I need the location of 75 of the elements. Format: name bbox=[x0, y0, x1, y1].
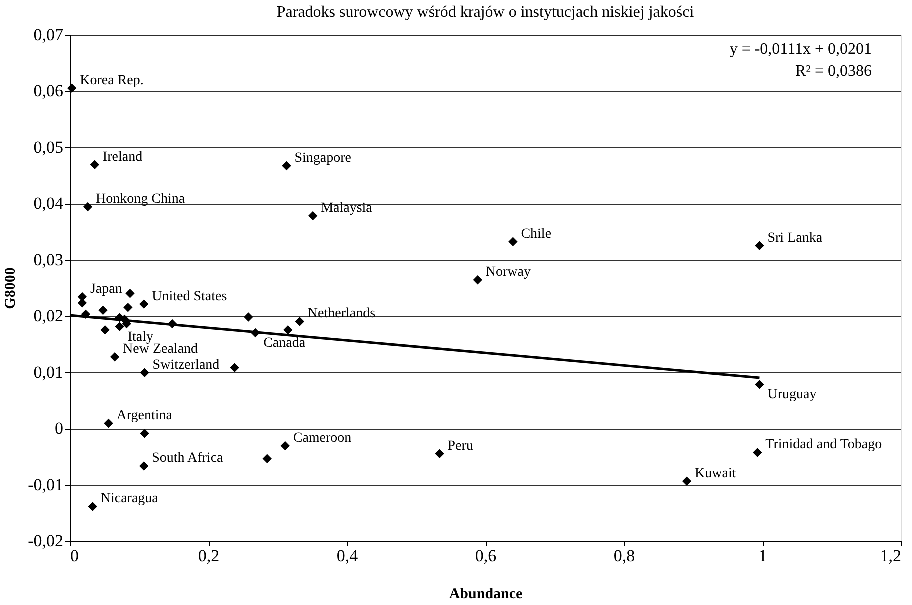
point bbox=[88, 502, 98, 512]
point bbox=[90, 160, 100, 170]
annotation: South Africa bbox=[152, 451, 224, 466]
point bbox=[83, 202, 93, 212]
annotation: Peru bbox=[448, 438, 474, 454]
annotation: Trinidad and Tobago bbox=[766, 438, 882, 453]
annotation: y = -0,0111x + 0,0201 bbox=[730, 41, 872, 58]
point bbox=[284, 326, 293, 335]
x-tick-label: 0,4 bbox=[336, 546, 359, 566]
y-tick-label: 0,07 bbox=[34, 26, 64, 44]
annotation: Singapore bbox=[294, 151, 352, 166]
annotation: Cameroon bbox=[293, 430, 352, 446]
point bbox=[230, 363, 240, 372]
annotation: Norway bbox=[486, 265, 531, 280]
point bbox=[755, 380, 764, 390]
point bbox=[308, 211, 318, 221]
x-tick-label: 0,2 bbox=[198, 546, 220, 566]
x-tick-label: 0,8 bbox=[614, 546, 636, 566]
annotation: Uruguay bbox=[768, 388, 817, 403]
annotation: United States bbox=[152, 289, 228, 304]
point bbox=[282, 161, 292, 171]
annotation: Kuwait bbox=[695, 466, 736, 482]
point bbox=[508, 237, 518, 247]
point bbox=[126, 289, 135, 298]
point bbox=[140, 429, 150, 438]
point bbox=[295, 317, 305, 326]
point bbox=[244, 312, 254, 322]
x-tick-label: 0,6 bbox=[475, 546, 497, 566]
point bbox=[78, 298, 88, 308]
y-tick-label: 0,06 bbox=[34, 82, 64, 101]
annotation: Ireland bbox=[102, 150, 143, 165]
point bbox=[115, 322, 124, 332]
annotation: Japan bbox=[90, 282, 122, 297]
y-tick-label: 0 bbox=[55, 419, 64, 438]
point bbox=[682, 476, 692, 486]
x-tick-label: 0 bbox=[70, 546, 79, 566]
point bbox=[78, 292, 88, 302]
annotation: New Zealand bbox=[123, 342, 198, 358]
x-tick-label: 1 bbox=[758, 546, 768, 566]
point bbox=[753, 448, 762, 458]
y-tick-label: 0,02 bbox=[34, 306, 64, 326]
y-tick-label: 0,05 bbox=[34, 138, 64, 157]
annotation: Switzerland bbox=[152, 358, 220, 373]
x-axis-title: Abundance bbox=[449, 586, 524, 602]
y-axis-title: G8000 bbox=[3, 268, 20, 310]
point bbox=[262, 454, 272, 464]
point bbox=[139, 462, 149, 471]
point bbox=[100, 326, 110, 335]
point bbox=[104, 418, 114, 428]
annotation: Korea Rep. bbox=[80, 73, 144, 88]
annotation: Honkong China bbox=[96, 192, 186, 208]
y-tick-label: -0,02 bbox=[28, 532, 64, 550]
point bbox=[140, 368, 150, 378]
y-tick-label: 0,01 bbox=[34, 362, 64, 382]
annotation: Canada bbox=[264, 336, 306, 351]
point bbox=[280, 441, 290, 451]
annotation: Italy bbox=[128, 330, 154, 345]
annotation: Argentina bbox=[116, 408, 174, 424]
x-tick-label: 1,2 bbox=[880, 546, 902, 566]
y-tick-label: 0,04 bbox=[34, 194, 64, 214]
point bbox=[755, 241, 764, 250]
point bbox=[473, 276, 482, 285]
chart-title: Paradoks surowcowy wśród krajów o instytucjach niskiej jakości bbox=[276, 4, 695, 21]
point bbox=[435, 449, 444, 458]
y-tick-label: 0,03 bbox=[34, 250, 64, 270]
point bbox=[110, 352, 120, 362]
annotation: Malaysia bbox=[321, 201, 374, 216]
point bbox=[124, 303, 133, 312]
annotation: Chile bbox=[521, 226, 552, 242]
annotation: Sri Lanka bbox=[768, 230, 824, 246]
annotation: Nicaragua bbox=[100, 492, 160, 507]
point bbox=[139, 300, 149, 309]
y-tick-label: -0,01 bbox=[28, 475, 64, 494]
annotation: R² = 0,0386 bbox=[796, 63, 872, 80]
point bbox=[98, 306, 108, 316]
